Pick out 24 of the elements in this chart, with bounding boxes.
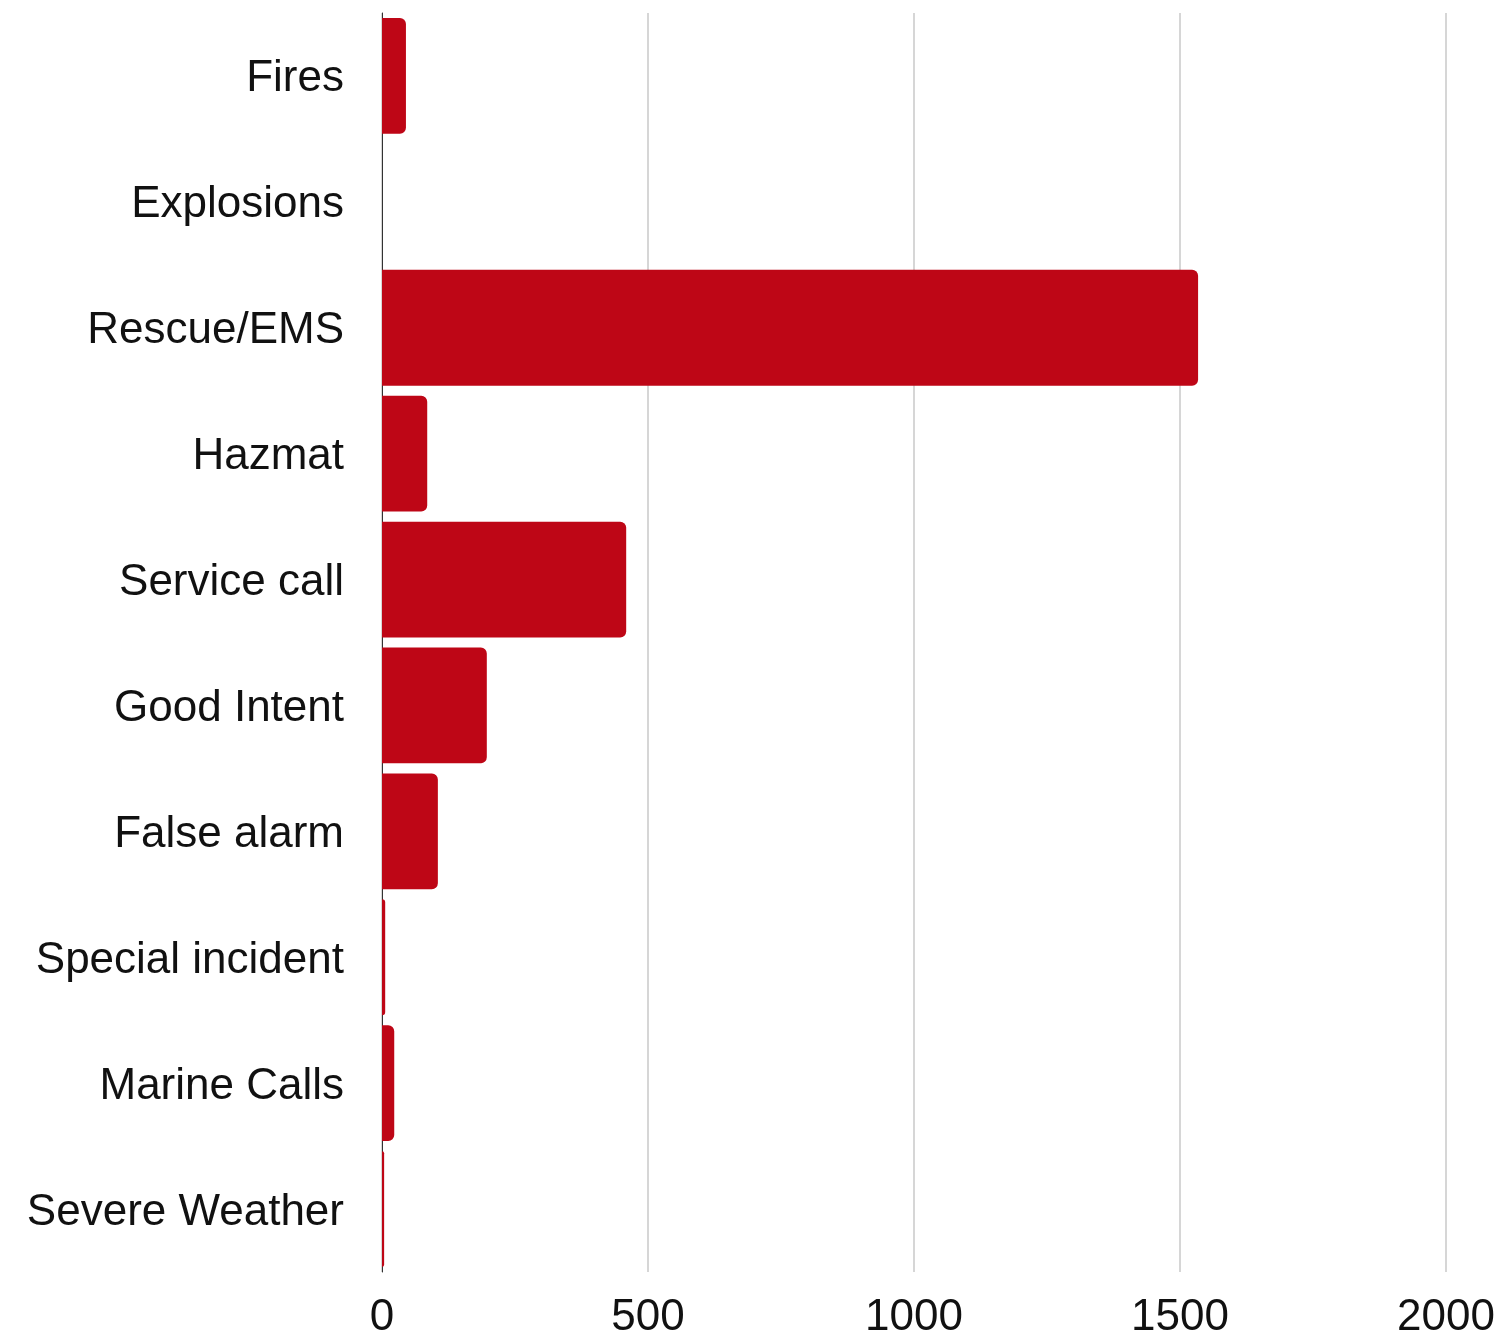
y-tick-label: Hazmat <box>192 429 344 479</box>
bar <box>382 1025 395 1142</box>
bar <box>382 269 1199 386</box>
x-tick-label: 500 <box>611 1289 685 1336</box>
y-tick-label: Fires <box>246 51 344 101</box>
x-tick-label: 1000 <box>865 1289 963 1336</box>
x-tick-label: 1500 <box>1131 1289 1229 1336</box>
y-tick-label: False alarm <box>114 806 344 856</box>
y-tick-label: Good Intent <box>114 680 344 730</box>
y-tick-label: Marine Calls <box>99 1058 344 1108</box>
y-tick-label: Severe Weather <box>26 1184 344 1234</box>
bar <box>382 18 406 134</box>
bar <box>382 647 487 764</box>
bar <box>382 899 386 1016</box>
y-tick-label: Explosions <box>131 177 344 227</box>
bar <box>382 395 428 512</box>
bar <box>382 521 627 638</box>
y-tick-label: Service call <box>119 555 344 605</box>
bar <box>382 773 438 890</box>
x-tick-label: 2000 <box>1397 1289 1495 1336</box>
bar <box>382 1151 385 1267</box>
y-tick-label: Special incident <box>35 932 344 982</box>
x-tick-label: 0 <box>369 1289 395 1336</box>
y-tick-label: Rescue/EMS <box>87 303 344 353</box>
